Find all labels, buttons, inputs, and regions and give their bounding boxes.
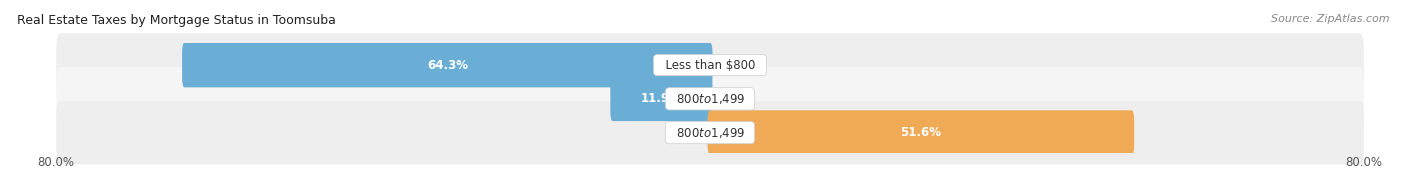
Text: 11.9%: 11.9% — [641, 92, 682, 105]
Text: 0.0%: 0.0% — [723, 92, 752, 105]
Text: Real Estate Taxes by Mortgage Status in Toomsuba: Real Estate Taxes by Mortgage Status in … — [17, 14, 336, 27]
Text: 0.0%: 0.0% — [723, 59, 752, 72]
Text: 0.0%: 0.0% — [668, 126, 697, 139]
FancyBboxPatch shape — [56, 67, 1364, 131]
Text: 64.3%: 64.3% — [427, 59, 468, 72]
FancyBboxPatch shape — [707, 110, 1135, 155]
Text: $800 to $1,499: $800 to $1,499 — [669, 92, 751, 106]
FancyBboxPatch shape — [56, 33, 1364, 97]
FancyBboxPatch shape — [56, 101, 1364, 164]
Text: $800 to $1,499: $800 to $1,499 — [669, 126, 751, 140]
FancyBboxPatch shape — [610, 77, 713, 121]
FancyBboxPatch shape — [183, 43, 713, 87]
Text: Less than $800: Less than $800 — [658, 59, 762, 72]
Text: 51.6%: 51.6% — [900, 126, 942, 139]
Text: Source: ZipAtlas.com: Source: ZipAtlas.com — [1271, 14, 1389, 24]
